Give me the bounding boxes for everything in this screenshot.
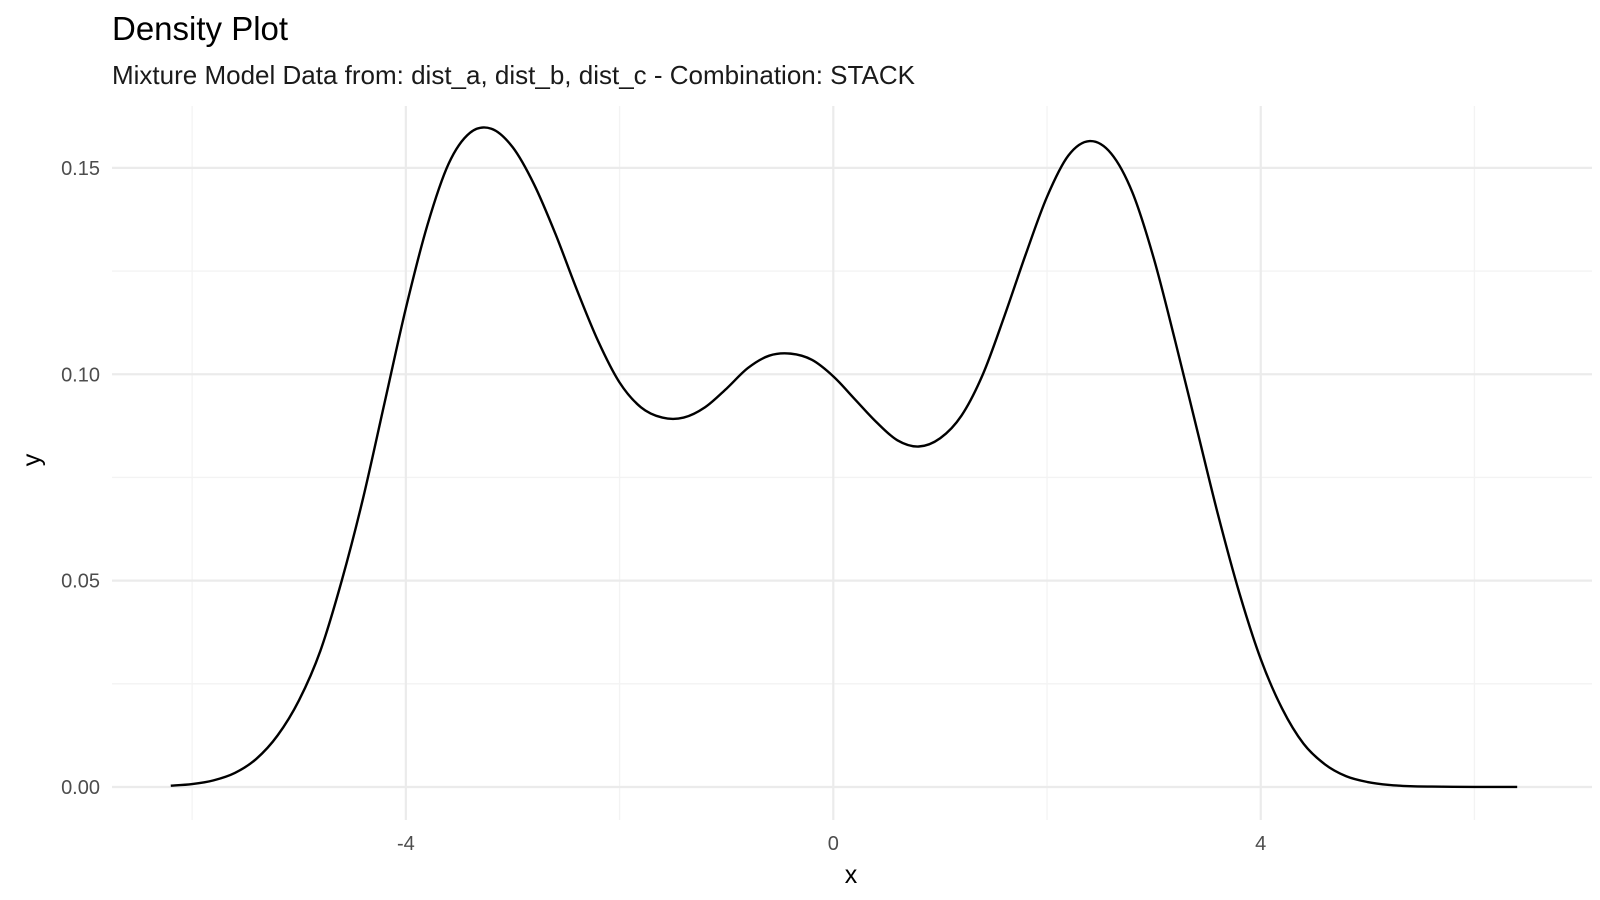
y-tick-label: 0.10 [61, 364, 100, 386]
chart-title: Density Plot [112, 10, 288, 47]
y-axis-ticks: 0.00 0.05 0.10 0.15 [61, 158, 100, 799]
density-series [170, 126, 1518, 789]
chart-subtitle: Mixture Model Data from: dist_a, dist_b,… [112, 60, 916, 90]
density-line [170, 126, 1518, 789]
y-tick-label: 0.05 [61, 571, 100, 593]
y-tick-label: 0.15 [61, 158, 100, 180]
y-axis-title: y [18, 453, 46, 466]
x-axis-ticks: -4 0 4 [397, 833, 1266, 855]
x-axis-title: x [845, 861, 858, 889]
grid-lines [112, 106, 1592, 820]
x-tick-label: 4 [1255, 833, 1266, 855]
y-tick-label: 0.00 [61, 777, 100, 799]
x-tick-label: 0 [828, 833, 839, 855]
x-tick-label: -4 [397, 833, 415, 855]
